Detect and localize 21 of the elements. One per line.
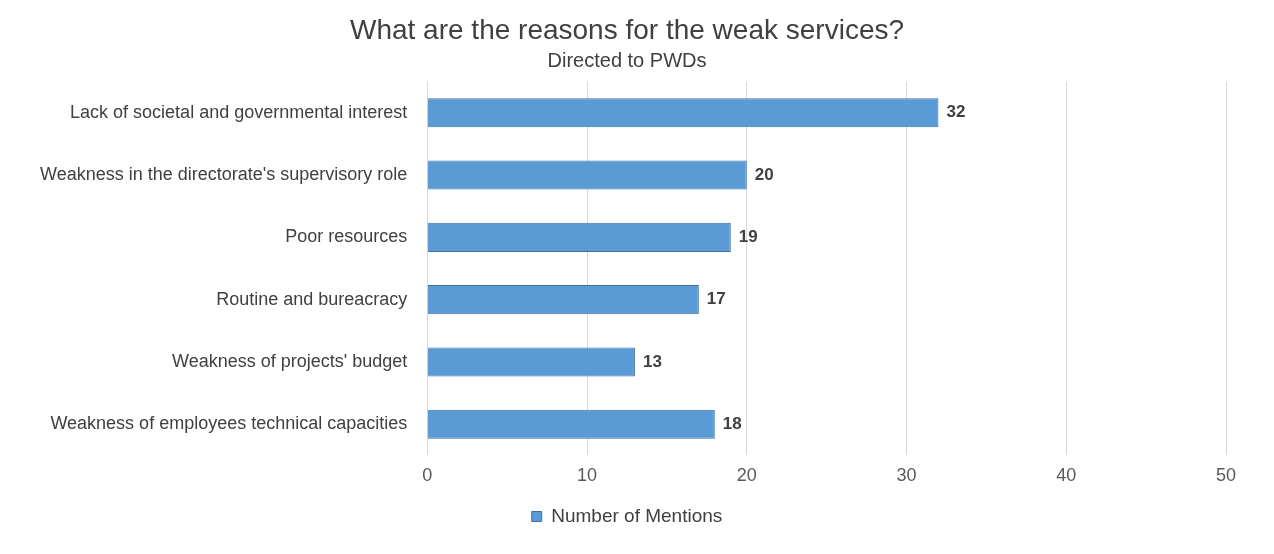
legend-label: Number of Mentions <box>551 504 723 526</box>
chart-subtitle: Directed to PWDs <box>547 49 707 72</box>
x-tick-label: 40 <box>1056 465 1077 486</box>
chart-title: What are the reasons for the weak services? <box>349 13 905 45</box>
data-label: 17 <box>706 289 726 309</box>
y-tick-label: Weakness of employees technical capacities <box>50 413 408 434</box>
x-tick-label: 30 <box>896 465 917 486</box>
x-tick-label: 50 <box>1215 465 1237 486</box>
y-tick-label: Weakness of projects' budget <box>172 350 408 371</box>
data-label: 18 <box>722 413 742 433</box>
data-label: 19 <box>738 227 758 247</box>
y-tick-label: Weakness in the directorate's supervisory role <box>39 164 408 185</box>
x-tick-label: 20 <box>736 465 757 486</box>
data-label: 32 <box>946 102 966 122</box>
data-label: 13 <box>642 351 662 371</box>
data-label: 20 <box>754 164 774 184</box>
x-tick-label: 0 <box>422 465 433 486</box>
x-tick-label: 10 <box>577 465 598 486</box>
y-tick-label: Poor resources <box>285 226 408 247</box>
y-tick-label: Routine and bureacracy <box>216 288 408 309</box>
y-tick-label: Lack of societal and governmental interest <box>70 101 408 122</box>
